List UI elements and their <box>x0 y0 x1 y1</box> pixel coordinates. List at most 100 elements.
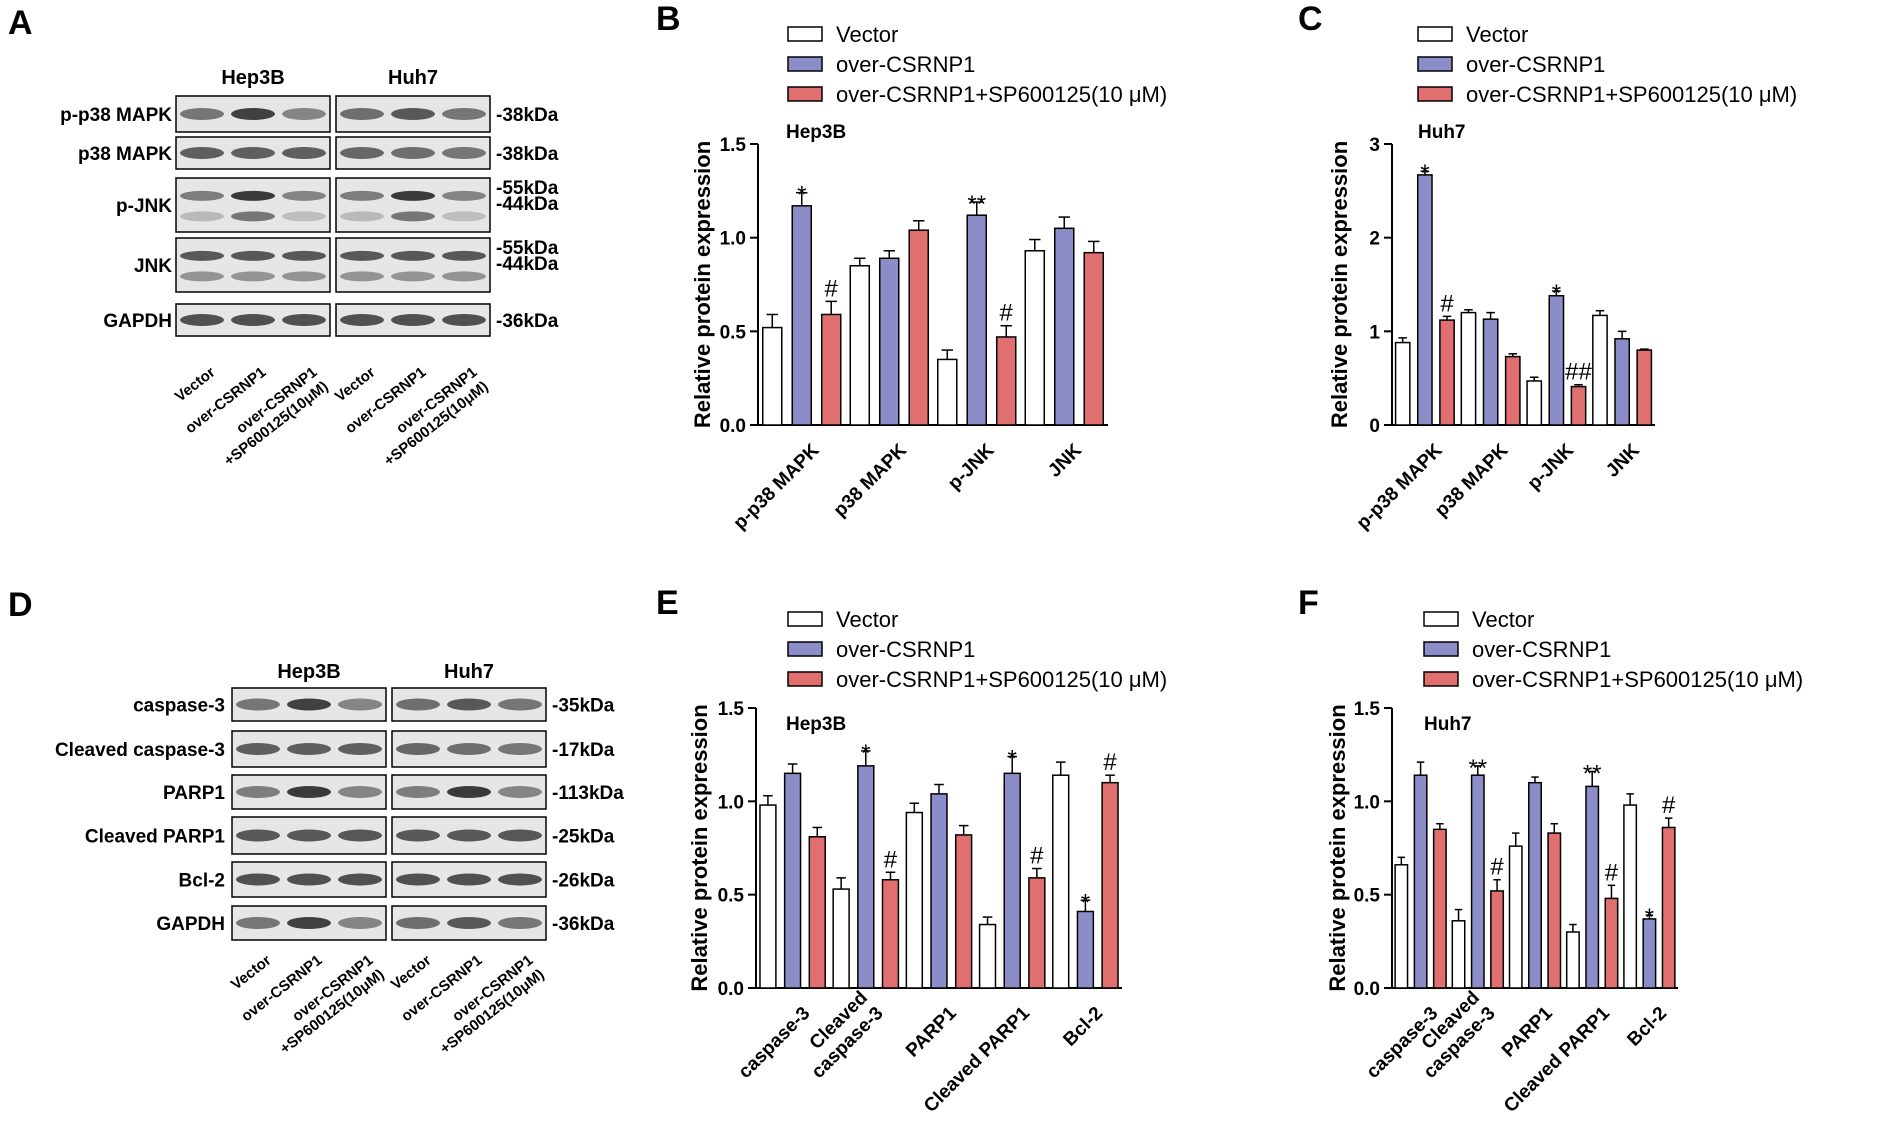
significance-marker: # <box>1030 843 1044 870</box>
blot-band <box>447 829 491 842</box>
blot-band <box>282 211 326 222</box>
chart-subtitle: Hep3B <box>786 122 846 143</box>
bar <box>1394 864 1409 989</box>
bar <box>937 358 958 426</box>
x-category-label-group: p38 MAPK <box>830 440 911 521</box>
legend-entry: Vector <box>1472 607 1534 632</box>
bar <box>1526 380 1543 426</box>
blot-band <box>498 743 542 755</box>
bar <box>878 257 900 426</box>
blot-protein-label: p-p38 MAPK <box>60 105 172 126</box>
lane-label: Vector <box>388 952 435 994</box>
bar <box>1460 311 1477 426</box>
legend-swatch <box>1423 671 1459 687</box>
significance-marker: # <box>1440 290 1454 317</box>
lane-label-group: over-CSRNP1+SP600125(10μM) <box>277 952 388 1058</box>
blot-band <box>287 917 331 929</box>
legend-swatch <box>1417 26 1453 42</box>
kda-marker: -44kDa <box>496 254 559 275</box>
x-category-label-group: p-JNK <box>944 440 999 495</box>
chart-panel-B: B Vector over-CSRNP1 over-CSRNP1+SP600125(1… <box>656 0 1167 534</box>
blot-band <box>498 873 542 886</box>
kda-marker: -26kDa <box>552 871 615 892</box>
blot-band <box>338 698 382 711</box>
x-category-label: JNK <box>1044 440 1086 482</box>
kda-marker: -38kDa <box>496 105 559 126</box>
blot-protein-label: Bcl-2 <box>179 871 225 892</box>
bar <box>995 336 1017 426</box>
blot-band <box>442 108 486 120</box>
blot-band <box>447 698 491 711</box>
significance-marker: ## <box>1565 359 1592 386</box>
blot-band <box>338 743 382 755</box>
lane-label-group: over-CSRNP1+SP600125(10μM) <box>221 364 332 470</box>
x-category-label: p-JNK <box>944 440 999 495</box>
bar <box>1482 318 1499 426</box>
x-category-label: PARP1 <box>902 1003 961 1062</box>
legend-swatch <box>787 26 823 42</box>
significance-marker: * <box>1081 889 1090 916</box>
lane-label-group: over-CSRNP1+SP600125(10μM) <box>437 952 548 1058</box>
kda-marker: -55kDa <box>496 238 559 259</box>
legend-entry: Vector <box>836 22 898 47</box>
kda-marker: -55kDa <box>496 178 559 199</box>
blot-band <box>231 211 275 222</box>
lane-label-group: over-CSRNP1+SP600125(10μM) <box>381 364 492 470</box>
legend-swatch <box>787 671 823 687</box>
y-tick-label: 1.5 <box>720 135 747 156</box>
chart-subtitle: Hep3B <box>786 714 846 735</box>
bar <box>1490 890 1505 989</box>
western-blot-layer: A Hep3B Huh7 p-p38 MAPK -38kDa p38 MAPK -38kDa… <box>8 4 624 1058</box>
blot-protein-label: Cleaved PARP1 <box>85 827 226 848</box>
blot-band <box>396 698 440 711</box>
panel-letter-E: E <box>656 584 679 622</box>
blot-band <box>396 917 440 929</box>
legend-entry: over-CSRNP1+SP600125(10 μM) <box>836 82 1167 107</box>
blot-band <box>340 271 384 282</box>
significance-marker: ** <box>1583 760 1602 787</box>
y-axis-title: Relative protein expression <box>1325 704 1350 991</box>
significance-marker: * <box>861 740 870 767</box>
x-category-label: Bcl-2 <box>1623 1003 1671 1051</box>
x-category-label: Cleaved PARP1 <box>1500 1003 1614 1117</box>
y-tick-label: 0.0 <box>718 979 744 1000</box>
blot-protein-label: GAPDH <box>156 914 225 935</box>
y-tick-label: 1.5 <box>718 699 745 720</box>
blot-band <box>442 271 486 282</box>
y-tick-label: 0.5 <box>720 322 747 343</box>
bar <box>1432 828 1447 989</box>
kda-marker: -25kDa <box>552 827 615 848</box>
blot-protein-label: PARP1 <box>163 783 225 804</box>
y-tick-label: 1.5 <box>1354 699 1381 720</box>
blot-band <box>391 250 435 261</box>
blot-band <box>340 211 384 222</box>
chart-subtitle: Huh7 <box>1424 714 1472 735</box>
blot-protein-label: p-JNK <box>116 196 172 217</box>
significance-marker: * <box>797 182 806 209</box>
blot-band <box>391 108 435 120</box>
legend-swatch <box>1423 611 1459 627</box>
bar <box>1548 294 1565 426</box>
legend-swatch <box>787 641 823 657</box>
blot-band <box>236 873 280 886</box>
bar <box>1570 385 1587 426</box>
bar <box>849 265 871 426</box>
bar <box>857 765 875 989</box>
legend-entry: over-CSRNP1+SP600125(10 μM) <box>836 667 1167 692</box>
significance-marker: * <box>1552 280 1561 307</box>
blot-band <box>282 250 326 261</box>
kda-marker: -17kDa <box>552 740 615 761</box>
blot-band <box>236 698 280 711</box>
blot-band <box>231 147 275 159</box>
panel-letter-D: D <box>8 586 33 624</box>
x-category-label-group: Bcl-2 <box>1623 1003 1671 1051</box>
lane-label-group: Vector <box>228 952 275 994</box>
x-category-label-group: Bcl-2 <box>1059 1003 1107 1051</box>
blot-band <box>282 271 326 282</box>
y-tick-label: 0.0 <box>720 416 746 437</box>
blot-band <box>447 873 491 886</box>
x-category-label-group: p-p38 MAPK <box>730 440 824 534</box>
blot-band <box>282 147 326 159</box>
kda-marker: -36kDa <box>552 914 615 935</box>
x-category-label-group: p-p38 MAPK <box>1353 440 1447 534</box>
